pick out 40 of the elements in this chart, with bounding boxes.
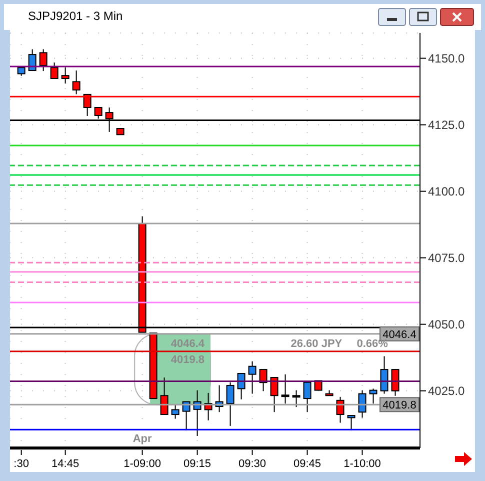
candlestick <box>391 369 400 396</box>
annotation: 26.60 JPY <box>290 338 343 350</box>
annotation: 4019.8 <box>170 354 205 366</box>
y-tick-label: 4050.0 <box>428 318 466 332</box>
candlestick <box>226 382 234 426</box>
x-tick-label: 09:30 <box>238 458 266 470</box>
candlestick <box>369 388 378 404</box>
candlestick <box>259 369 268 392</box>
candlestick <box>380 356 388 394</box>
candlestick <box>160 377 168 415</box>
chart-title: SJPJ9201 - 3 Min <box>28 9 123 23</box>
x-tick-label: :30 <box>14 458 29 470</box>
x-tick-label: 09:45 <box>294 458 322 470</box>
y-tick-label: 4075.0 <box>428 251 466 266</box>
candlestick <box>292 390 300 408</box>
y-tick-label: 4025.0 <box>428 384 466 398</box>
x-tick-label: 1-09:00 <box>124 458 161 470</box>
candlestick <box>171 404 180 420</box>
candlestick <box>61 66 70 84</box>
candlestick <box>237 373 246 400</box>
candlestick <box>347 415 356 431</box>
annotation: Apr <box>132 433 152 445</box>
y-tick-label: 4100.0 <box>428 184 466 199</box>
candlestick <box>39 48 48 72</box>
candlestick <box>50 62 58 79</box>
x-tick-label: 1-10:00 <box>344 458 381 470</box>
candlestick <box>270 377 278 413</box>
y-tick-label: 4125.0 <box>428 118 466 132</box>
annotation: 4046.4 <box>170 338 206 350</box>
candlestick <box>248 360 256 394</box>
candlestick <box>28 48 36 72</box>
candlestick <box>358 390 366 418</box>
y-tick-label: 4150.0 <box>428 52 466 66</box>
ref-line-label: 4019.8 <box>382 400 416 412</box>
candlestick <box>303 380 312 413</box>
candlestick <box>72 70 80 95</box>
x-tick-label: 09:15 <box>184 458 212 470</box>
ref-line-label: 4046.4 <box>382 328 416 341</box>
candlestick <box>281 374 290 404</box>
x-tick-label: 14:45 <box>52 458 80 470</box>
